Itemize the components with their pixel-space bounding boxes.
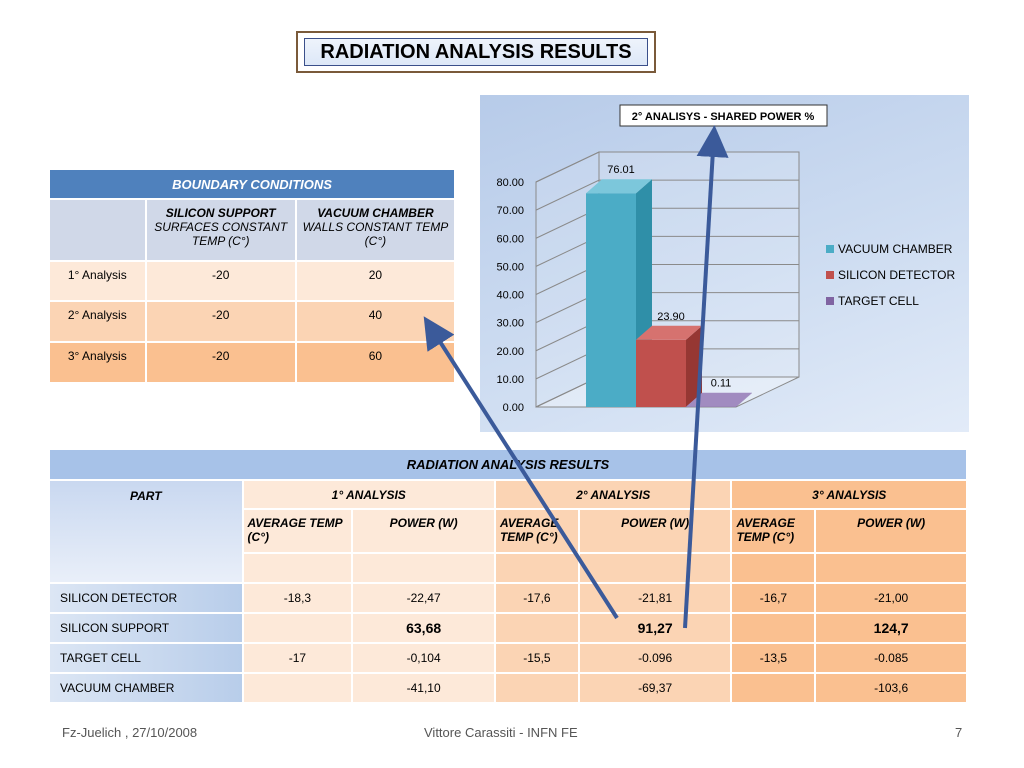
value-cell: -41,10 bbox=[351, 672, 496, 704]
value-cell bbox=[241, 612, 354, 644]
row-label: 1° Analysis bbox=[48, 260, 147, 302]
bar-front bbox=[586, 193, 636, 407]
y-tick-label: 70.00 bbox=[496, 205, 524, 217]
table-row: 1° Analysis -20 20 bbox=[48, 260, 457, 302]
page-title: RADIATION ANALYSIS RESULTS bbox=[304, 38, 648, 66]
legend-swatch bbox=[826, 245, 834, 253]
results-header: RADIATION ANALYSIS RESULTS bbox=[48, 448, 968, 481]
value-cell: -18,3 bbox=[241, 582, 354, 614]
boundary-header: BOUNDARY CONDITIONS bbox=[48, 168, 456, 200]
bar-front bbox=[636, 339, 686, 407]
y-tick-label: 40.00 bbox=[496, 290, 524, 302]
analysis-3-header: 3° ANALYSIS bbox=[730, 479, 968, 510]
value-cell: -15,5 bbox=[493, 642, 580, 674]
value-cell: -21,00 bbox=[814, 582, 968, 614]
shared-power-chart: 0.00 10.00 20.00 30.00 40.00 50.00 60.00 70.00 8… bbox=[480, 95, 969, 432]
bar-top bbox=[586, 179, 652, 194]
blank-cell bbox=[577, 552, 733, 584]
gridline bbox=[535, 179, 799, 211]
data-label: 76.01 bbox=[607, 164, 635, 176]
value-cell: -13,5 bbox=[730, 642, 817, 674]
analysis-1-header: 1° ANALYSIS bbox=[241, 479, 496, 510]
avg-temp-header: AVERAGE TEMP (C°) bbox=[241, 508, 354, 554]
vacuum-temp: 60 bbox=[294, 341, 457, 384]
chart-title: 2° ANALISYS - SHARED POWER % bbox=[632, 111, 815, 123]
row-label: 3° Analysis bbox=[48, 341, 147, 384]
row-label: 2° Analysis bbox=[48, 300, 147, 343]
value-cell: -103,6 bbox=[814, 672, 968, 704]
blank-cell bbox=[730, 552, 817, 584]
y-tick-label: 30.00 bbox=[496, 318, 524, 330]
blank-cell bbox=[351, 552, 496, 584]
vacuum-temp: 40 bbox=[294, 300, 457, 343]
value-cell: -17 bbox=[241, 642, 354, 674]
value-cell: -17,6 bbox=[493, 582, 580, 614]
legend-swatch bbox=[826, 271, 834, 279]
power-header: POWER (W) bbox=[351, 508, 496, 554]
boundary-col-silicon: SILICON SUPPORT SURFACES CONSTANT TEMP (C… bbox=[144, 198, 297, 262]
footer-center: Vittore Carassiti - INFN FE bbox=[424, 725, 578, 740]
value-cell bbox=[730, 672, 817, 704]
y-tick-label: 0.00 bbox=[503, 402, 524, 414]
blank-cell bbox=[493, 552, 580, 584]
data-label: 23.90 bbox=[657, 311, 685, 323]
boundary-corner-cell bbox=[48, 198, 147, 262]
boundary-conditions-table: BOUNDARY CONDITIONS SILICON SUPPORT SURFA… bbox=[48, 168, 457, 384]
silicon-temp: -20 bbox=[144, 341, 297, 384]
avg-temp-header: AVERAGE TEMP (C°) bbox=[493, 508, 580, 554]
value-cell: -16,7 bbox=[730, 582, 817, 614]
value-cell: 124,7 bbox=[814, 612, 968, 644]
table-row: 3° Analysis -20 60 bbox=[48, 341, 457, 384]
power-header: POWER (W) bbox=[814, 508, 968, 554]
table-row: SILICON SUPPORT 63,68 91,27 124,7 bbox=[48, 612, 968, 644]
legend-label: TARGET CELL bbox=[838, 294, 919, 308]
y-tick-label: 60.00 bbox=[496, 233, 524, 245]
part-name: SILICON SUPPORT bbox=[48, 612, 244, 644]
value-cell: -0.085 bbox=[814, 642, 968, 674]
silicon-temp: -20 bbox=[144, 260, 297, 302]
value-cell bbox=[493, 612, 580, 644]
table-row: 2° Analysis -20 40 bbox=[48, 300, 457, 343]
value-cell: -69,37 bbox=[577, 672, 733, 704]
part-name: VACUUM CHAMBER bbox=[48, 672, 244, 704]
blank-cell bbox=[241, 552, 354, 584]
page-number: 7 bbox=[955, 725, 963, 740]
title-box: RADIATION ANALYSIS RESULTS bbox=[296, 31, 656, 73]
value-cell: 91,27 bbox=[577, 612, 733, 644]
part-name: TARGET CELL bbox=[48, 642, 244, 674]
silicon-temp: -20 bbox=[144, 300, 297, 343]
y-tick-label: 10.00 bbox=[496, 374, 524, 386]
value-cell: 63,68 bbox=[351, 612, 496, 644]
blank-cell bbox=[814, 552, 968, 584]
value-cell: -21,81 bbox=[577, 582, 733, 614]
value-cell: -0.096 bbox=[577, 642, 733, 674]
boundary-col-vacuum: VACUUM CHAMBER WALLS CONSTANT TEMP (C°) bbox=[294, 198, 457, 262]
y-tick-label: 50.00 bbox=[496, 261, 524, 273]
y-tick-label: 20.00 bbox=[496, 346, 524, 358]
table-row: SILICON DETECTOR -18,3 -22,47 -17,6 -21,… bbox=[48, 582, 968, 614]
power-header: POWER (W) bbox=[577, 508, 733, 554]
part-name: SILICON DETECTOR bbox=[48, 582, 244, 614]
gridline bbox=[535, 151, 799, 183]
value-cell bbox=[241, 672, 354, 704]
bar-side bbox=[736, 392, 752, 407]
analysis-2-header: 2° ANALYSIS bbox=[493, 479, 733, 510]
data-label: 0.11 bbox=[711, 378, 732, 390]
y-tick-label: 80.00 bbox=[496, 177, 524, 189]
vacuum-temp: 20 bbox=[294, 260, 457, 302]
footer-left: Fz-Juelich , 27/10/2008 bbox=[62, 725, 198, 740]
legend-swatch bbox=[826, 297, 834, 305]
results-table: RADIATION ANALYSIS RESULTS PART 1° ANALY… bbox=[48, 448, 968, 704]
value-cell: -0,104 bbox=[351, 642, 496, 674]
value-cell bbox=[730, 612, 817, 644]
avg-temp-header: AVERAGE TEMP (C°) bbox=[730, 508, 817, 554]
value-cell: -22,47 bbox=[351, 582, 496, 614]
chart-svg: 0.00 10.00 20.00 30.00 40.00 50.00 60.00 70.00 8… bbox=[496, 104, 955, 414]
value-cell bbox=[493, 672, 580, 704]
part-header: PART bbox=[48, 479, 244, 584]
legend-label: VACUUM CHAMBER bbox=[838, 242, 953, 256]
table-row: VACUUM CHAMBER -41,10 -69,37 -103,6 bbox=[48, 672, 968, 704]
legend-label: SILICON DETECTOR bbox=[838, 268, 955, 282]
table-row: TARGET CELL -17 -0,104 -15,5 -0.096 -13,… bbox=[48, 642, 968, 674]
